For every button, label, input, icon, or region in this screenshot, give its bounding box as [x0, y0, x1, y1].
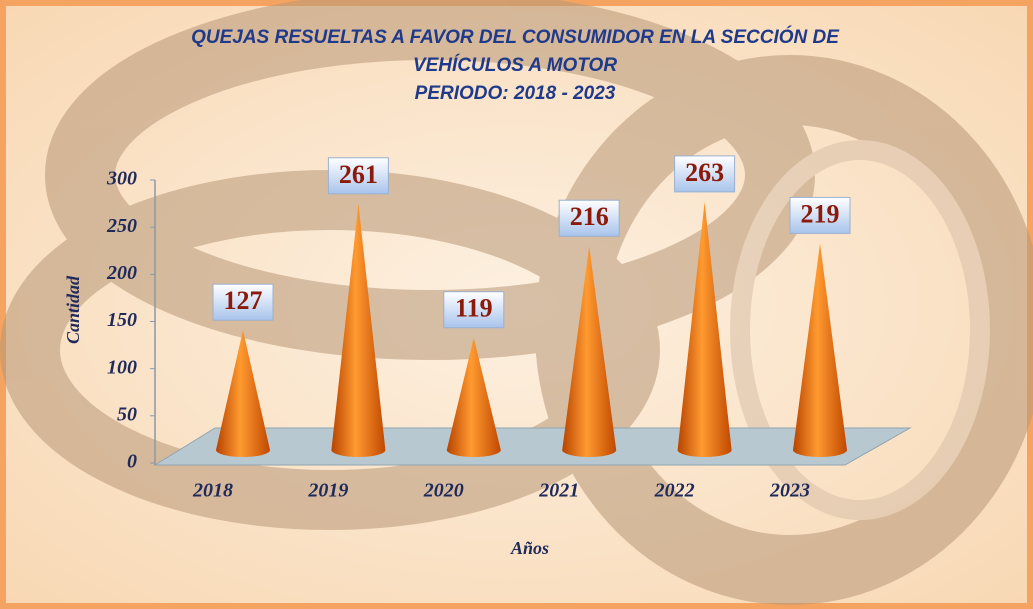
value-label: 127: [224, 286, 263, 315]
y-tick-label: 50: [117, 403, 137, 425]
value-label: 219: [801, 199, 840, 228]
chart: QUEJAS RESUELTAS A FAVOR DEL CONSUMIDOR …: [0, 0, 1033, 609]
value-label: 119: [455, 294, 493, 323]
x-axis-label: Años: [510, 538, 549, 558]
y-tick-label: 200: [106, 262, 137, 284]
value-label: 261: [339, 160, 378, 189]
x-tick-label: 2019: [307, 480, 348, 502]
value-label: 263: [685, 158, 724, 187]
y-tick-label: 150: [107, 309, 137, 331]
x-tick-label: 2018: [192, 480, 233, 502]
chart-title: QUEJAS RESUELTAS A FAVOR DEL CONSUMIDOR …: [191, 26, 840, 48]
x-tick-label: 2023: [769, 480, 810, 502]
y-tick-label: 0: [127, 451, 137, 473]
chart-title: PERIODO: 2018 - 2023: [415, 83, 616, 104]
chart-title: VEHÍCULOS A MOTOR: [413, 54, 617, 76]
y-tick-label: 300: [106, 168, 137, 190]
x-tick-label: 2022: [654, 480, 695, 502]
x-tick-label: 2020: [423, 480, 464, 502]
y-axis-label: Cantidad: [63, 275, 83, 344]
x-tick-label: 2021: [538, 480, 579, 502]
y-tick-label: 250: [106, 215, 137, 237]
value-label: 216: [570, 202, 609, 231]
y-tick-label: 100: [107, 356, 137, 378]
